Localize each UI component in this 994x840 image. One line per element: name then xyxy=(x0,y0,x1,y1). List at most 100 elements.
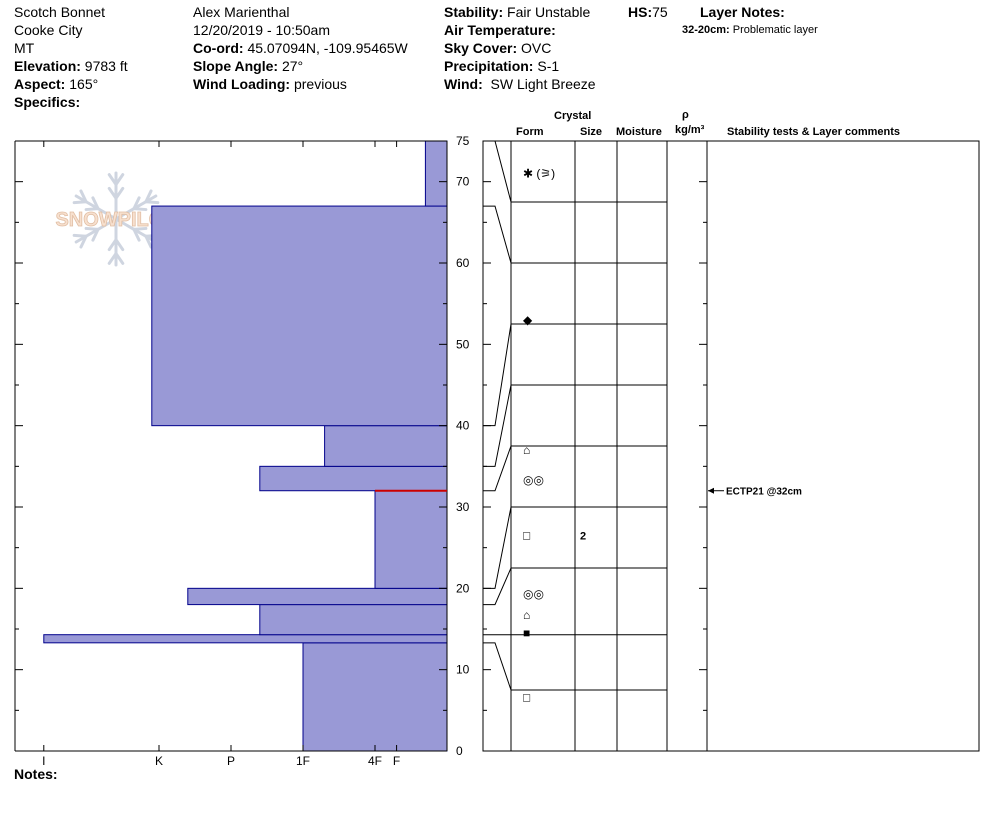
grain-size-value: 2 xyxy=(580,530,586,542)
elevation-label: Elevation: xyxy=(14,58,81,74)
aspect-value: 165° xyxy=(69,76,99,92)
snowflake-branch xyxy=(72,200,88,205)
snowflake-branch xyxy=(132,227,141,242)
sky-label: Sky Cover: xyxy=(444,40,518,56)
depth-tick-label: 40 xyxy=(456,419,470,433)
precip-value: S-1 xyxy=(537,58,560,74)
coord-value: 45.07094N, -109.95465W xyxy=(247,40,408,56)
snowflake-branch xyxy=(114,252,125,265)
layer-note-text: Problematic layer xyxy=(732,24,818,36)
hardness-tick-label: I xyxy=(42,754,45,768)
layer-boundary-line xyxy=(483,140,667,203)
wind-value: SW Light Breeze xyxy=(490,76,596,92)
elevation-value: 9783 ft xyxy=(84,58,128,74)
aspect-label: Aspect: xyxy=(14,76,66,92)
snowflake-branch xyxy=(144,200,160,205)
rho-header: ρ xyxy=(682,109,689,121)
layer-boundary-line xyxy=(483,642,667,691)
wind-loading-row: Wind Loading: previous xyxy=(193,75,347,93)
hardness-tick-label: P xyxy=(227,754,235,768)
wind-loading-value: previous xyxy=(293,76,347,92)
snowflake-branch xyxy=(84,207,100,212)
snowflake-branch xyxy=(114,238,125,252)
slope-label: Slope Angle: xyxy=(193,58,279,74)
hardness-bar xyxy=(424,140,448,207)
hardness-bar xyxy=(259,465,448,492)
depth-tick-label: 60 xyxy=(456,256,470,270)
snowflake-branch xyxy=(84,226,100,231)
slope-value: 27° xyxy=(281,58,304,74)
stability-value: Fair Unstable xyxy=(507,4,591,20)
snowflake-branch xyxy=(107,238,118,252)
specifics-label: Specifics: xyxy=(14,94,81,110)
grain-form-symbol: ◆ xyxy=(523,313,533,327)
state-name: MT xyxy=(14,40,35,56)
notes-label: Notes: xyxy=(14,766,58,782)
hs-value: 75 xyxy=(652,4,668,20)
stability-test-arrowhead xyxy=(708,487,714,494)
snowflake-branch xyxy=(144,234,153,249)
wind-row: Wind: SW Light Breeze xyxy=(444,75,596,93)
layer-note-depth: 32-20cm: xyxy=(682,24,730,36)
aspect-row: Aspect: 165° xyxy=(14,75,98,93)
grain-form-symbol: ◎◎ xyxy=(523,587,544,601)
depth-tick-label: 20 xyxy=(456,581,470,595)
snowflake-branch xyxy=(91,196,100,211)
snowflake-branch xyxy=(79,234,88,249)
coord-row: Co-ord: 45.07094N, -109.95465W xyxy=(193,39,408,57)
layer-boundary-line xyxy=(483,567,667,606)
hardness-tick-label: 1F xyxy=(296,754,310,768)
snowflake-branch xyxy=(114,173,125,186)
snowflake-branch xyxy=(107,173,118,186)
depth-tick-label: 0 xyxy=(456,744,463,758)
depth-tick-label: 10 xyxy=(456,663,470,677)
snowflake-branch xyxy=(79,189,88,204)
size-header: Size xyxy=(580,126,603,138)
snowflake-branch xyxy=(144,189,153,204)
slope-row: Slope Angle: 27° xyxy=(193,57,303,75)
snowflake-branch xyxy=(114,186,125,200)
crystal-header: Crystal xyxy=(554,110,592,122)
observation-datetime: 12/20/2019 - 10:50am xyxy=(193,22,330,38)
grain-form-symbol: ⌂ xyxy=(523,443,530,457)
layer-boundary-line xyxy=(483,205,667,264)
stability-row: Stability: Fair Unstable xyxy=(444,3,590,21)
range-name: Cooke City xyxy=(14,22,83,38)
hs-row: HS:75 xyxy=(628,3,668,21)
hardness-bar xyxy=(151,205,448,427)
snowflake-branch xyxy=(132,196,141,211)
precip-label: Precipitation: xyxy=(444,58,534,74)
snowflake-branch xyxy=(132,207,148,212)
hs-label: HS: xyxy=(628,4,653,20)
hardness-tick-label: 4F xyxy=(368,754,382,768)
hardness-bar xyxy=(324,425,448,467)
grain-form-symbol: ◎◎ xyxy=(523,473,544,487)
density-unit-header: kg/m³ xyxy=(675,124,705,136)
wind-loading-label: Wind Loading: xyxy=(193,76,291,92)
snowflake-branch xyxy=(132,226,148,231)
observer-name: Alex Marienthal xyxy=(193,4,290,20)
elevation-row: Elevation: 9783 ft xyxy=(14,57,128,75)
snowflake-branch xyxy=(107,186,118,200)
snowflake-branch xyxy=(91,227,100,242)
hardness-bar xyxy=(374,490,448,589)
coord-label: Co-ord: xyxy=(193,40,244,56)
depth-tick-label: 30 xyxy=(456,500,470,514)
grain-form-symbol: □ xyxy=(523,690,530,704)
snowflake-icon xyxy=(72,171,160,267)
depth-tick-label: 75 xyxy=(456,134,470,148)
stability-tests-header: Stability tests & Layer comments xyxy=(727,126,901,138)
grain-table-frame xyxy=(482,140,980,752)
hardness-tick-label: F xyxy=(393,754,400,768)
grain-form-symbol: ✱ (⚞) xyxy=(523,167,555,181)
hardness-tick-label: K xyxy=(155,754,163,768)
stability-test-label: ECTP21 @32cm xyxy=(726,487,802,498)
layer-note: 32-20cm: Problematic layer xyxy=(682,24,818,37)
logo-text: SNOWPILOT xyxy=(55,209,176,231)
layer-boundary-line xyxy=(483,445,667,492)
grain-form-symbol: □ xyxy=(523,528,530,542)
depth-tick-label: 70 xyxy=(456,175,470,189)
depth-tick-label: 50 xyxy=(456,337,470,351)
sky-value: OVC xyxy=(521,40,552,56)
